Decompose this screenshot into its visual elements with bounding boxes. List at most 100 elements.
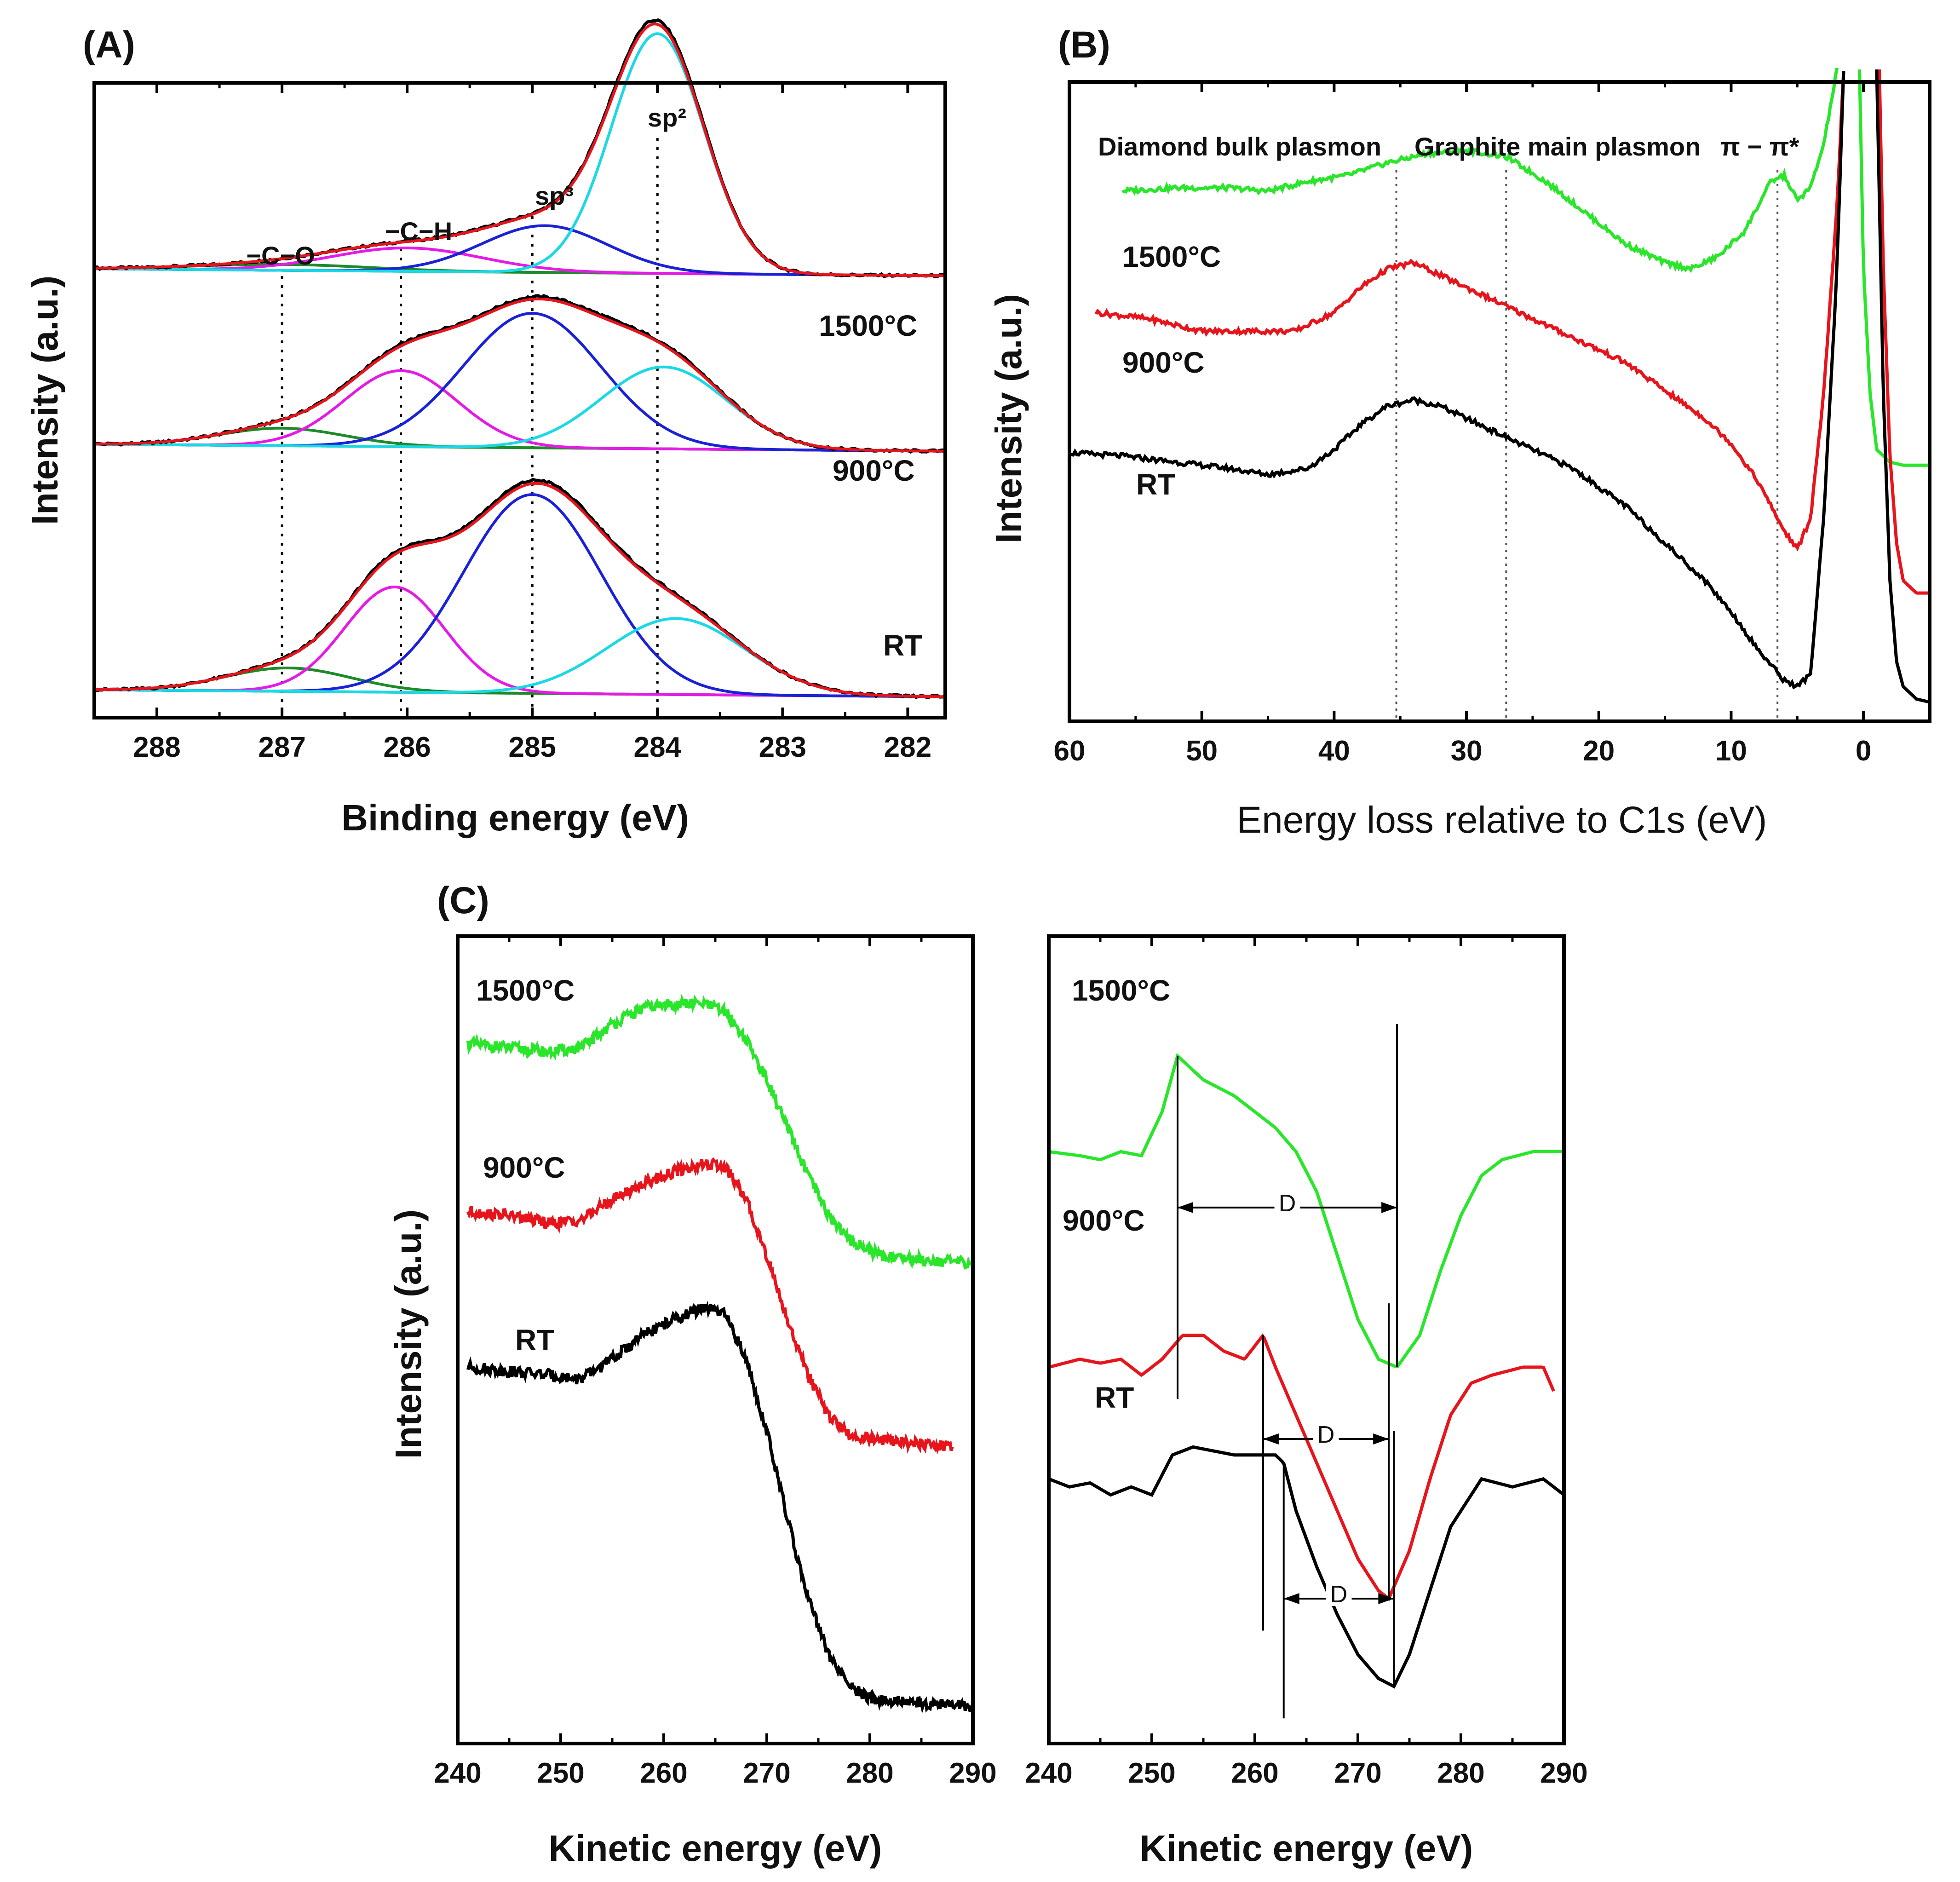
a-900c-raw xyxy=(93,294,947,454)
d-label-bg xyxy=(1313,1421,1339,1447)
panel-c-right-ticks: 240 250 260 270 280 290 xyxy=(1025,936,1588,1789)
b-1500c-line xyxy=(1121,67,1839,273)
d-label-bg xyxy=(1326,1580,1352,1606)
a-rt-envelope xyxy=(94,482,946,698)
c-left-rt-line xyxy=(466,1301,975,1714)
panel-c-left: (C) 240 250 260 270 280 290 Kinetic energy (e… xyxy=(388,880,997,1869)
b-x-tick-label: 50 xyxy=(1186,735,1218,767)
panel-a-x-axis-label: Binding energy (eV) xyxy=(341,797,689,838)
d-label: D xyxy=(1317,1422,1335,1448)
a-x-tick-label: 288 xyxy=(133,731,180,763)
panel-c-right-x-axis-label: Kinetic energy (eV) xyxy=(1140,1828,1473,1869)
c-left-x-tick-label: 270 xyxy=(743,1757,790,1789)
panel-b-frame xyxy=(1068,80,1931,723)
ref-label-sp3: sp³ xyxy=(535,181,574,210)
c-left-1500c-line xyxy=(466,994,974,1270)
c-left-x-tick-label: 250 xyxy=(537,1757,584,1789)
d-arrowhead-left xyxy=(1283,1593,1299,1605)
c-left-x-tick-label: 260 xyxy=(640,1757,687,1789)
curve-label-a-900c: 900°C xyxy=(833,454,915,487)
curve-label-c-right-900c: 900°C xyxy=(1063,1204,1145,1237)
d-arrowhead-left xyxy=(1178,1202,1193,1213)
a-x-tick-label: 286 xyxy=(383,731,431,763)
a-x-tick-label: 285 xyxy=(508,731,556,763)
b-rt-c1s-peak-line xyxy=(1875,69,1930,704)
d-label-bg xyxy=(1274,1189,1300,1215)
c-left-900c-line xyxy=(466,1157,954,1455)
curve-label-c-left-rt: RT xyxy=(515,1324,554,1357)
panel-a: (A) 288 287 286 285 284 283 282 Binding energy… xyxy=(24,18,947,838)
a-x-tick-label: 282 xyxy=(884,731,931,763)
panel-c-left-plot xyxy=(466,994,975,1714)
c-right-1500c-line xyxy=(1048,1053,1564,1369)
c-right-rt-line xyxy=(1048,1445,1565,1689)
d-label: D xyxy=(1330,1581,1348,1608)
a-1500c-component-sp2 xyxy=(94,32,945,277)
b-rt-line xyxy=(1069,71,1845,690)
curve-label-a-1500c: 1500°C xyxy=(819,309,917,342)
a-x-tick-label: 287 xyxy=(258,731,305,763)
panel-b-y-axis-label: Intensity (a.u.) xyxy=(988,294,1029,543)
panel-c-right: D D D 240 250 260 270 280 290 Kinetic energy (e… xyxy=(1025,934,1588,1869)
d-arrowhead-right xyxy=(1381,1202,1397,1213)
ref-label-c-h: −C−H xyxy=(385,217,452,246)
panel-c-left-x-axis-label: Kinetic energy (eV) xyxy=(549,1828,882,1869)
b-900c-c1s-peak-line xyxy=(1878,69,1930,595)
ref-label-sp2: sp² xyxy=(648,103,686,132)
ref-label-pi-pi-star: π − π* xyxy=(1720,132,1799,161)
panel-c-right-plot: D D D xyxy=(1048,1024,1565,1719)
curve-label-c-right-1500c: 1500°C xyxy=(1072,974,1170,1007)
c-right-x-tick-label: 290 xyxy=(1540,1757,1587,1789)
c-right-x-tick-label: 240 xyxy=(1025,1757,1072,1789)
c-left-x-tick-label: 280 xyxy=(846,1757,893,1789)
b-900c-line xyxy=(1094,71,1845,552)
ref-label-c-o: −C−O xyxy=(246,241,315,270)
b-x-tick-label: 10 xyxy=(1715,735,1747,767)
a-1500c-envelope xyxy=(94,23,945,277)
b-1500c-c1s-peak-line xyxy=(1858,69,1930,467)
panel-label-c: (C) xyxy=(437,880,489,921)
b-x-tick-label: 40 xyxy=(1318,735,1350,767)
b-x-tick-label: 0 xyxy=(1856,735,1871,767)
c-right-x-tick-label: 280 xyxy=(1437,1757,1484,1789)
d-arrowhead-left xyxy=(1263,1433,1279,1445)
b-x-tick-label: 30 xyxy=(1451,735,1483,767)
d-label: D xyxy=(1279,1190,1296,1217)
panel-a-y-axis-label: Intensity (a.u.) xyxy=(24,276,65,525)
a-rt-component-c-h xyxy=(94,585,946,698)
curve-label-c-left-900c: 900°C xyxy=(483,1151,565,1184)
panel-b: (B) 60 50 40 30 20 10 0 Energy loss relative t… xyxy=(988,24,1931,841)
d-arrowhead-right xyxy=(1373,1433,1389,1445)
c-right-x-tick-label: 260 xyxy=(1231,1757,1278,1789)
c-right-x-tick-label: 250 xyxy=(1128,1757,1175,1789)
a-900c-component-sp3 xyxy=(94,311,945,453)
c-right-x-tick-label: 270 xyxy=(1334,1757,1381,1789)
d-arrowhead-right xyxy=(1378,1593,1394,1605)
curve-label-c-right-rt: RT xyxy=(1095,1381,1134,1414)
c-left-x-tick-label: 290 xyxy=(949,1757,996,1789)
a-rt-raw xyxy=(94,478,946,699)
a-900c-envelope xyxy=(94,297,945,453)
b-x-tick-label: 20 xyxy=(1583,735,1615,767)
ref-label-diamond-bulk-plasmon: Diamond bulk plasmon xyxy=(1098,132,1381,161)
a-900c-component-c-h xyxy=(94,369,945,453)
a-x-tick-label: 283 xyxy=(759,731,806,763)
a-1500c-raw xyxy=(93,18,946,278)
b-x-tick-label: 60 xyxy=(1054,735,1086,767)
ref-label-graphite-main-plasmon: Graphite main plasmon xyxy=(1414,132,1701,161)
curve-label-b-rt: RT xyxy=(1136,468,1175,501)
a-x-tick-label: 284 xyxy=(634,731,682,763)
panel-c-left-ticks: 240 250 260 270 280 290 xyxy=(434,936,997,1789)
panel-b-x-axis-label: Energy loss relative to C1s (eV) xyxy=(1236,799,1767,841)
panel-a-ticks: 288 287 286 285 284 283 282 xyxy=(133,83,931,763)
panel-a-plot xyxy=(93,18,947,718)
curve-label-b-900c: 900°C xyxy=(1122,346,1205,379)
a-rt-component-c-o xyxy=(94,667,946,698)
c-left-x-tick-label: 240 xyxy=(434,1757,481,1789)
a-rt-component-sp3 xyxy=(94,493,946,698)
panel-b-ticks: 60 50 40 30 20 10 0 xyxy=(1054,82,1871,767)
panel-b-plot xyxy=(1069,67,1930,721)
panel-c-y-axis-label: Intensity (a.u.) xyxy=(388,1209,429,1459)
curve-label-a-rt: RT xyxy=(883,629,922,662)
